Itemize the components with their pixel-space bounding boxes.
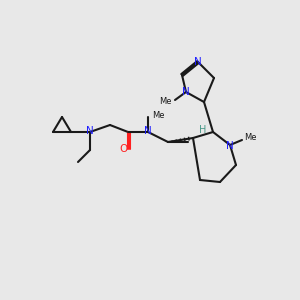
Text: N: N (86, 126, 94, 136)
Text: Me: Me (160, 97, 172, 106)
Text: Me: Me (244, 134, 256, 142)
Text: N: N (144, 126, 152, 136)
Text: N: N (226, 141, 234, 151)
Text: Me: Me (152, 110, 164, 119)
Text: O: O (120, 144, 128, 154)
Text: H: H (199, 125, 207, 135)
Text: N: N (182, 87, 190, 97)
Text: N: N (194, 57, 202, 67)
